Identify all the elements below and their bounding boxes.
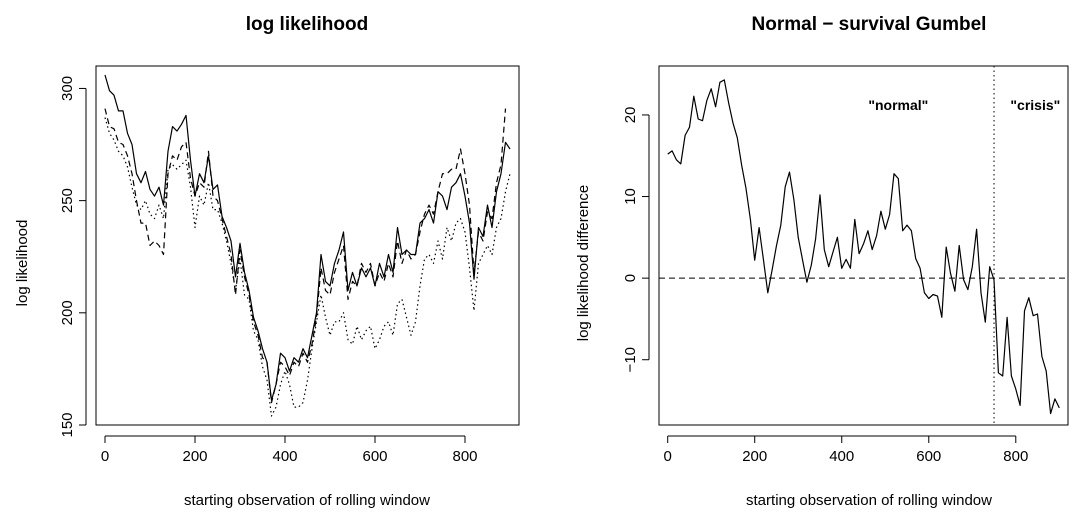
right-panel: Normal − survival Gumbel starting observ…: [575, 14, 1069, 509]
left-y-tick-label: 250: [59, 188, 76, 213]
right-x-ticks: 0 200 400 600 800: [664, 435, 1028, 465]
right-annotations: "normal" "crisis": [868, 97, 1060, 113]
right-x-axis-label: starting observation of rolling window: [746, 492, 992, 509]
right-y-tick-label: 20: [622, 107, 639, 124]
left-series-solid-line: [104, 74, 511, 401]
right-y-tick-label: −10: [622, 347, 639, 372]
left-x-ticks: 0 200 400 600 800: [101, 435, 478, 465]
left-y-ticks: 150 200 250 300: [59, 76, 87, 438]
right-y-ticks: −10 0 10 20: [622, 107, 650, 372]
left-y-tick-label: 150: [59, 412, 76, 437]
right-x-tick-label: 600: [916, 448, 941, 465]
left-y-tick-label: 300: [59, 76, 76, 101]
right-chart-title: Normal − survival Gumbel: [752, 14, 987, 35]
right-series-group: [667, 79, 1060, 415]
right-x-tick-label: 0: [664, 448, 672, 465]
left-y-axis-label: log likelihood: [14, 220, 31, 307]
right-x-tick-label: 800: [1003, 448, 1028, 465]
left-x-tick-label: 600: [362, 448, 387, 465]
right-x-tick-label: 200: [742, 448, 767, 465]
regime-annotation: "crisis": [1010, 97, 1060, 113]
left-chart-title: log likelihood: [246, 14, 368, 35]
right-reference-lines: [659, 66, 1068, 425]
left-x-axis-label: starting observation of rolling window: [184, 492, 430, 509]
left-series-dotted-line: [104, 117, 511, 417]
right-series-solid-line: [667, 79, 1060, 415]
left-series-dashed-line: [104, 108, 507, 404]
left-x-tick-label: 200: [182, 448, 207, 465]
left-plot-frame: [95, 65, 520, 426]
left-series-group: [104, 74, 511, 417]
right-y-tick-label: 0: [622, 274, 639, 282]
left-x-tick-label: 0: [101, 448, 109, 465]
left-x-tick-label: 800: [452, 448, 477, 465]
regime-annotation: "normal": [868, 97, 928, 113]
right-plot-frame: [658, 65, 1069, 426]
left-y-tick-label: 200: [59, 300, 76, 325]
right-y-axis-label: log likelihood difference: [575, 185, 592, 342]
right-y-tick-label: 10: [622, 188, 639, 205]
left-x-tick-label: 400: [272, 448, 297, 465]
right-x-tick-label: 400: [829, 448, 854, 465]
left-panel: log likelihood starting observation of r…: [14, 14, 520, 509]
